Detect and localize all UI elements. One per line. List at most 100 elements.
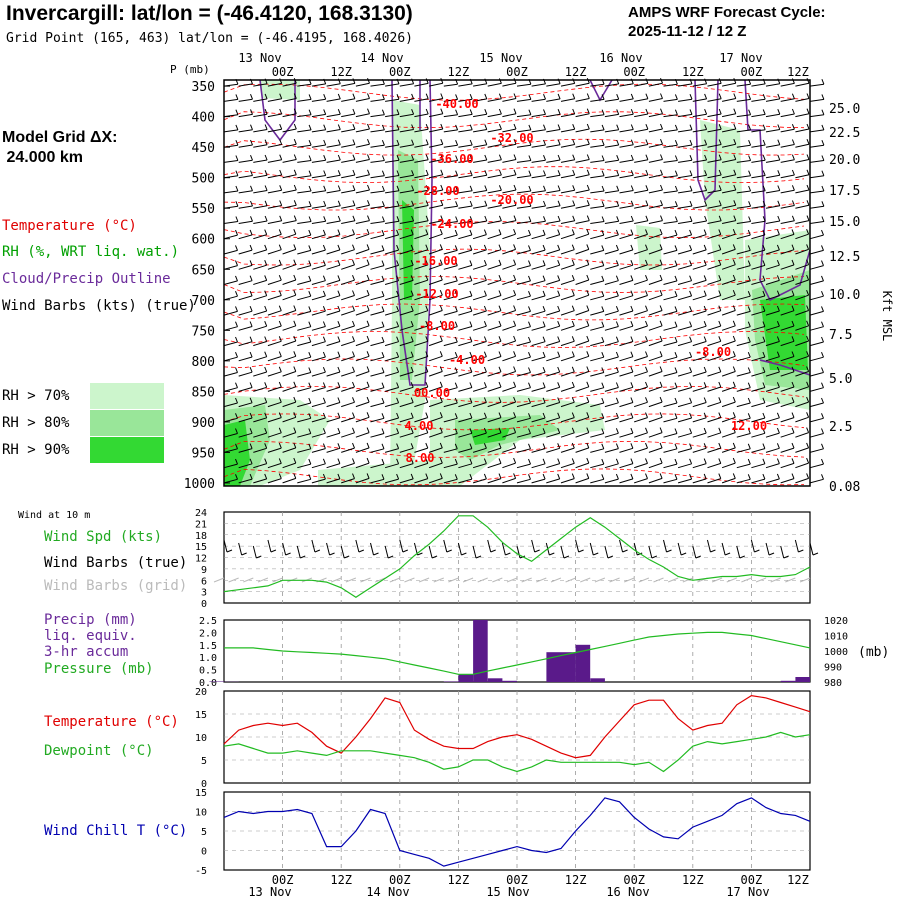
wind-barb-feather [323, 94, 327, 100]
top-day-label: 17 Nov [719, 51, 762, 65]
wind-barb-grid [682, 577, 693, 583]
wind-barb [370, 205, 385, 209]
wind-barb-true [457, 542, 462, 556]
wind-barb [736, 417, 751, 423]
wind-barb [648, 386, 663, 392]
pressure-tick-label: 700 [192, 294, 215, 309]
wind-barb-feather [586, 108, 590, 114]
precip-bar [458, 674, 473, 682]
wind-barb [399, 113, 414, 118]
wind-barb [516, 160, 531, 163]
wind-barb-feather [322, 260, 326, 266]
wind-barb [516, 448, 531, 453]
wind-barb [428, 220, 443, 224]
wind-barb-feather [469, 216, 473, 222]
wind-barb-feather [748, 109, 752, 115]
wind-barb-feather [455, 94, 459, 100]
wind-barb-feather [381, 321, 385, 327]
wind-barb [384, 249, 399, 255]
wind-barb [355, 264, 370, 270]
wind-barb [692, 432, 707, 438]
wind-barb-feather [439, 381, 443, 387]
wind-barb-feather [747, 275, 751, 282]
wind-barb-feather [630, 351, 634, 357]
wind-barb-feather [469, 473, 473, 480]
wind-barb [238, 356, 253, 362]
wind-barb-true-feather [300, 555, 306, 559]
wind-barb-feather [249, 367, 253, 373]
wind-barb-feather [381, 443, 385, 449]
wind-barb-feather [557, 427, 561, 434]
wind-barb-feather [250, 216, 253, 222]
wind-barb-feather [542, 367, 546, 373]
wind-barb-feather [777, 139, 781, 145]
wind-barb-feather [323, 109, 327, 115]
wind-barb-feather [645, 229, 648, 235]
wind-barb [736, 372, 751, 377]
wind-barb [707, 144, 722, 148]
wind-barb [458, 402, 473, 408]
wind-barb-feather [235, 291, 238, 297]
wind-barb-feather [557, 244, 561, 251]
wind-barb [355, 462, 370, 469]
wind-barb [707, 128, 722, 133]
bottom-day-label: 15 Nov [486, 885, 529, 899]
wind-barb [297, 310, 311, 316]
wind-barb-feather [689, 382, 693, 388]
wind-barb-feather [747, 474, 751, 480]
wind-barb [458, 280, 473, 285]
wind-barb-feather [293, 200, 297, 206]
wind-barb-feather [250, 155, 253, 161]
wind-barb [677, 478, 692, 484]
wind-barb [282, 128, 297, 133]
wind-barb [780, 401, 795, 408]
wind-chill-tick-label: 15 [195, 788, 207, 799]
wind-barb-feather [293, 184, 297, 191]
wind-barb [546, 478, 560, 484]
wind-barb [780, 144, 795, 148]
wind-barb [223, 234, 238, 240]
wind-barb [473, 174, 487, 179]
wind-barb [267, 356, 282, 362]
wind-barb-feather [498, 336, 502, 342]
wind-barb-feather [484, 200, 488, 206]
wind-barb-feather [396, 155, 400, 161]
wind-barb [531, 249, 546, 255]
wind-barb [472, 402, 487, 408]
wind-barb [809, 356, 824, 362]
wind-barb [326, 447, 341, 453]
wind-barb [795, 447, 809, 453]
wind-barb [516, 295, 531, 301]
wind-barb [560, 98, 575, 102]
wind-barb-true [809, 542, 814, 556]
wind-barb-feather [572, 139, 576, 145]
wind-barb-feather [747, 306, 751, 312]
wind-barb [560, 128, 575, 133]
wind-barb [458, 249, 473, 255]
wind-barb [648, 477, 663, 484]
wind-barb [297, 98, 312, 102]
wind-barb-feather [498, 320, 502, 327]
wind-barb-feather [308, 458, 312, 465]
wind-barb-feather [703, 382, 707, 388]
wind-barb [223, 221, 238, 224]
wind-barb [590, 280, 604, 285]
wind-barb [677, 280, 692, 285]
wind-barb-feather [381, 367, 385, 373]
wind-barb-feather [264, 260, 268, 266]
wind-barb [253, 447, 267, 453]
top-hour-label: 00Z [623, 65, 645, 79]
wind-barb [663, 280, 678, 285]
wind-barb-feather [776, 473, 780, 480]
wind-barb-feather [601, 397, 605, 404]
wind-barb-feather [425, 427, 429, 433]
wind-barb [648, 279, 663, 285]
wind-barb [560, 233, 575, 240]
wind-barb [311, 341, 326, 347]
wind-barb [531, 432, 546, 438]
wind-barb-feather [557, 351, 561, 357]
wind-barb [385, 98, 400, 102]
wind-barb [399, 432, 414, 438]
wind-barb-feather [777, 170, 781, 176]
wind-barb-feather [396, 290, 400, 297]
